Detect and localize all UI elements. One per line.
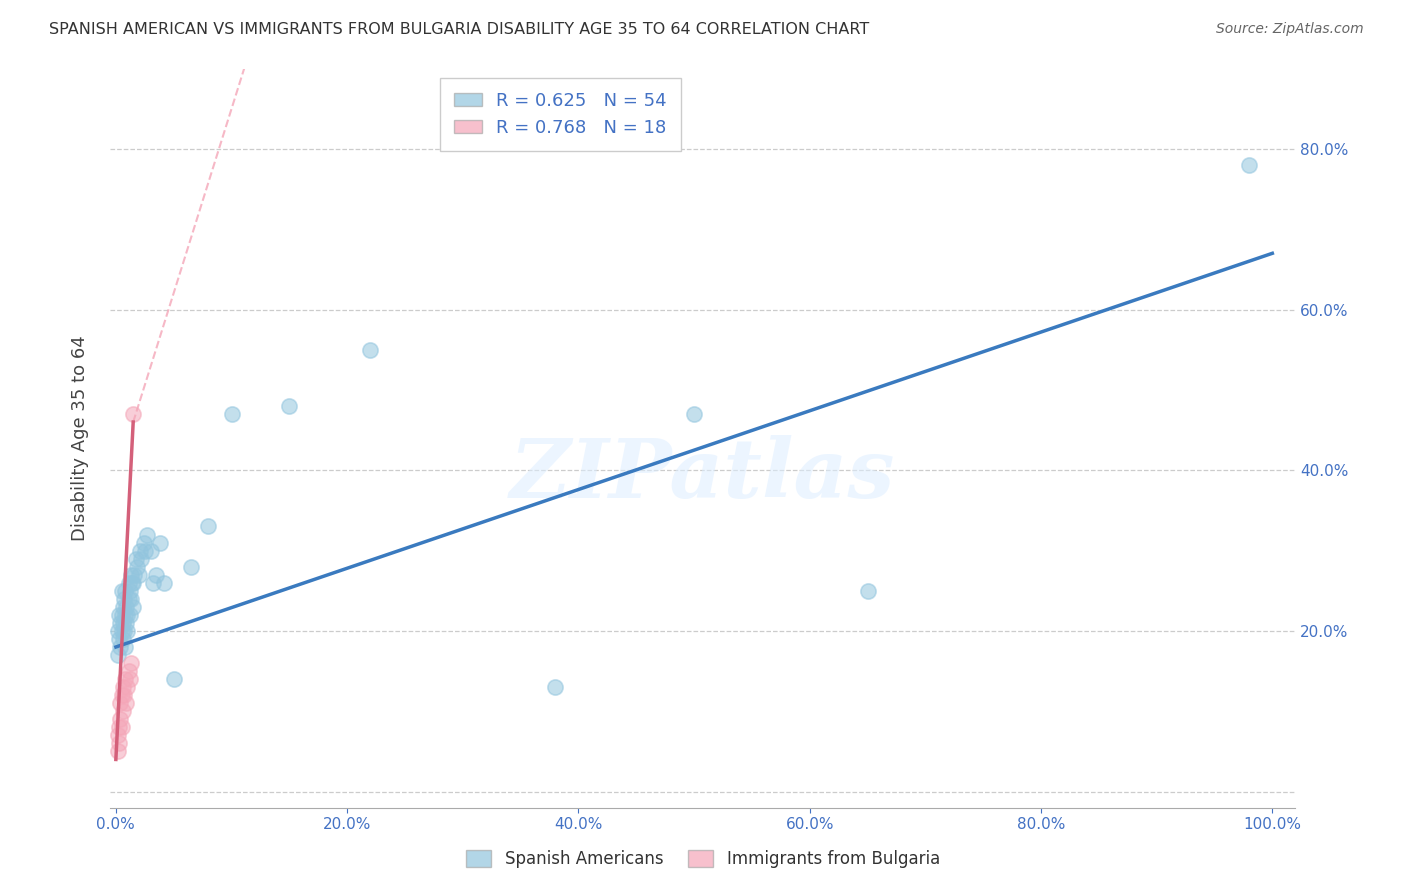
- Point: [111, 615, 134, 630]
- Point: [128, 567, 150, 582]
- Legend: R = 0.625   N = 54, R = 0.768   N = 18: R = 0.625 N = 54, R = 0.768 N = 18: [440, 78, 681, 152]
- Point: [115, 615, 138, 630]
- Point: [114, 583, 136, 598]
- Point: [120, 591, 142, 606]
- Point: [120, 567, 142, 582]
- Point: [122, 599, 145, 614]
- Point: [129, 543, 152, 558]
- Text: SPANISH AMERICAN VS IMMIGRANTS FROM BULGARIA DISABILITY AGE 35 TO 64 CORRELATION: SPANISH AMERICAN VS IMMIGRANTS FROM BULG…: [49, 22, 869, 37]
- Point: [221, 407, 243, 421]
- Point: [134, 543, 156, 558]
- Text: ZIPatlas: ZIPatlas: [510, 435, 896, 515]
- Point: [117, 575, 139, 590]
- Point: [111, 624, 134, 638]
- Point: [121, 575, 143, 590]
- Point: [122, 407, 145, 421]
- Point: [163, 672, 186, 686]
- Point: [197, 519, 219, 533]
- Point: [108, 607, 131, 622]
- Point: [125, 559, 148, 574]
- Point: [117, 591, 139, 606]
- Point: [114, 607, 136, 622]
- Point: [122, 575, 145, 590]
- Point: [117, 680, 139, 694]
- Point: [145, 567, 167, 582]
- Point: [111, 680, 134, 694]
- Point: [108, 720, 131, 734]
- Point: [359, 343, 381, 357]
- Point: [112, 591, 135, 606]
- Point: [856, 583, 879, 598]
- Point: [278, 399, 301, 413]
- Point: [544, 680, 567, 694]
- Point: [124, 567, 146, 582]
- Point: [136, 527, 159, 541]
- Point: [110, 696, 132, 710]
- Point: [118, 607, 141, 622]
- Point: [111, 688, 134, 702]
- Point: [108, 736, 131, 750]
- Point: [114, 640, 136, 654]
- Point: [683, 407, 706, 421]
- Point: [110, 712, 132, 726]
- Point: [107, 728, 129, 742]
- Point: [111, 632, 134, 646]
- Y-axis label: Disability Age 35 to 64: Disability Age 35 to 64: [72, 335, 89, 541]
- Text: Source: ZipAtlas.com: Source: ZipAtlas.com: [1216, 22, 1364, 37]
- Point: [115, 599, 138, 614]
- Point: [120, 656, 142, 670]
- Point: [129, 551, 152, 566]
- Point: [118, 583, 141, 598]
- Point: [117, 624, 139, 638]
- Point: [111, 720, 134, 734]
- Point: [110, 615, 132, 630]
- Point: [114, 672, 136, 686]
- Point: [107, 744, 129, 758]
- Point: [107, 648, 129, 662]
- Point: [110, 640, 132, 654]
- Point: [124, 551, 146, 566]
- Point: [117, 607, 139, 622]
- Point: [111, 607, 134, 622]
- Point: [139, 543, 162, 558]
- Point: [115, 696, 138, 710]
- Point: [117, 664, 139, 678]
- Point: [132, 535, 155, 549]
- Point: [111, 599, 134, 614]
- Legend: Spanish Americans, Immigrants from Bulgaria: Spanish Americans, Immigrants from Bulga…: [460, 843, 946, 875]
- Point: [153, 575, 176, 590]
- Point: [107, 624, 129, 638]
- Point: [108, 632, 131, 646]
- Point: [111, 704, 134, 718]
- Point: [142, 575, 165, 590]
- Point: [149, 535, 172, 549]
- Point: [180, 559, 202, 574]
- Point: [111, 583, 134, 598]
- Point: [1237, 158, 1260, 172]
- Point: [112, 688, 135, 702]
- Point: [118, 672, 141, 686]
- Point: [112, 624, 135, 638]
